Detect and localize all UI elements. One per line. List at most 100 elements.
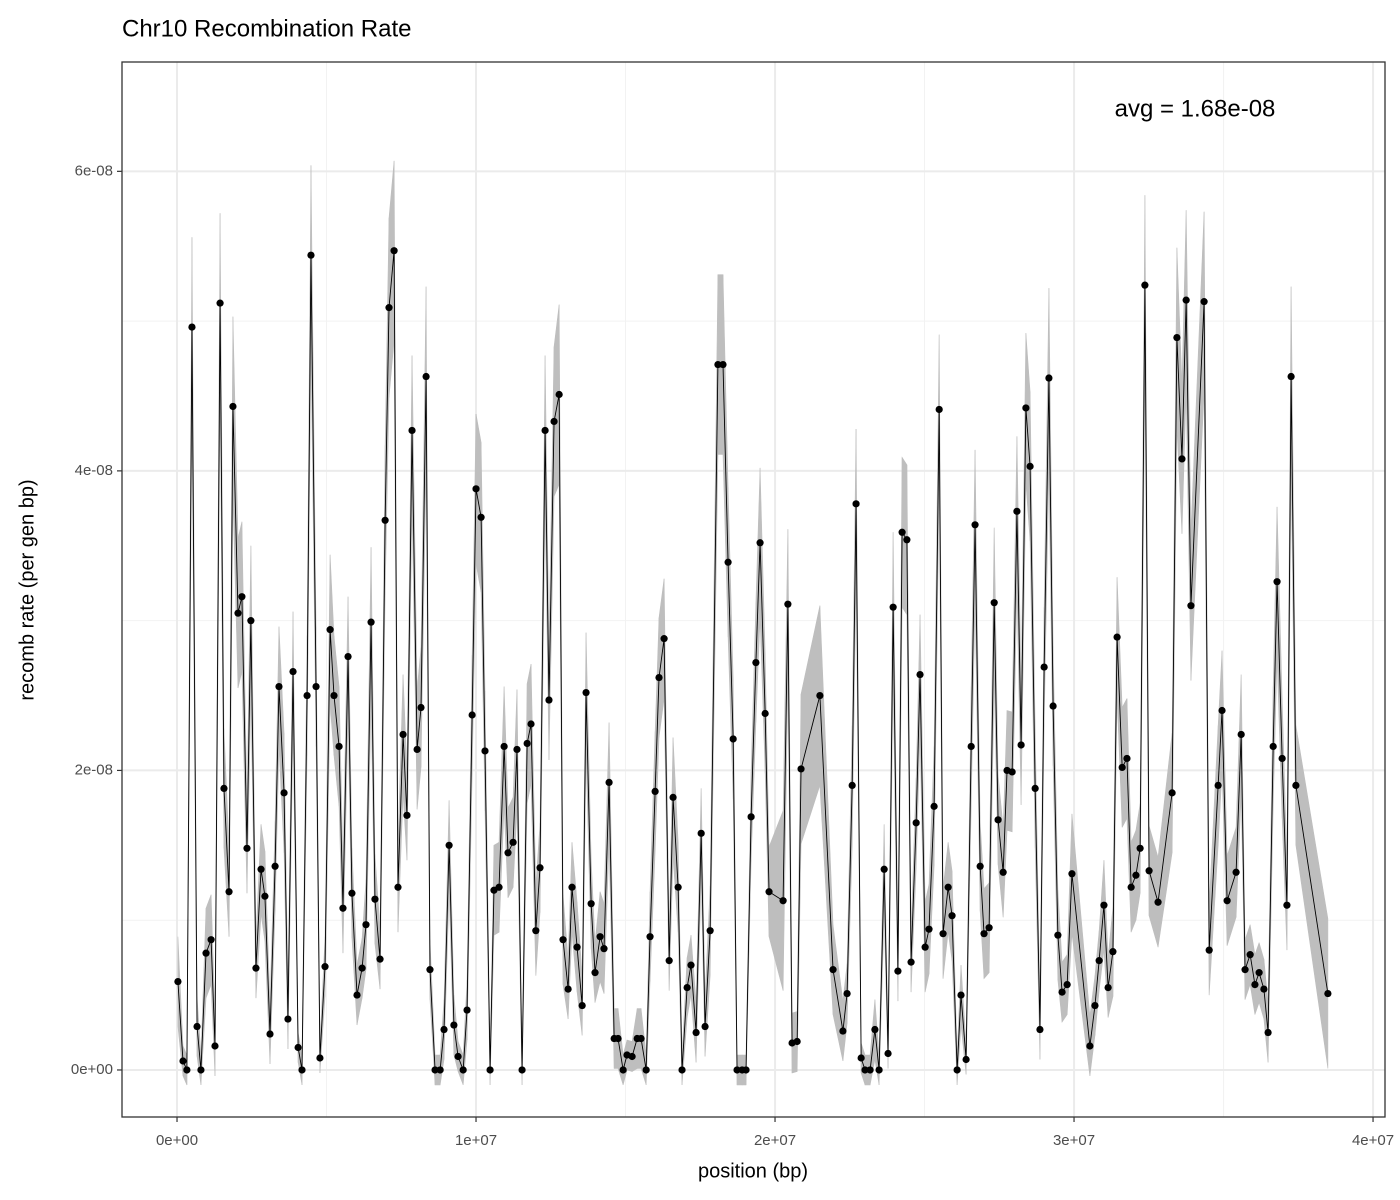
data-point [1013,507,1021,515]
data-point [1241,966,1249,974]
y-tick-label: 4e-08 [75,462,113,479]
data-point [1214,781,1222,790]
data-point [280,789,288,797]
data-point [1218,706,1226,715]
data-point [417,703,425,712]
data-point [1223,897,1231,905]
data-point [344,652,352,661]
data-point [857,1054,865,1062]
data-point [1031,784,1039,792]
data-point [669,793,677,801]
data-point [294,1043,302,1052]
data-point [536,864,544,872]
data-point [289,667,297,676]
data-point [436,1066,444,1074]
data-point [967,742,975,751]
data-point [326,626,334,634]
data-point [1058,988,1066,996]
data-point [1100,901,1108,909]
data-point [298,1066,306,1074]
data-point [948,912,956,920]
data-point [980,930,988,938]
data-point [284,1015,292,1023]
y-tick-label: 0e+00 [71,1061,113,1078]
x-tick-label: 4e+07 [1352,1132,1394,1149]
data-point [1246,951,1254,959]
x-tick-label: 2e+07 [754,1132,796,1149]
data-point [431,1066,439,1074]
data-point [390,247,398,255]
data-point [330,691,338,700]
data-point [1045,374,1053,382]
data-point [683,983,691,992]
data-point [871,1025,879,1034]
data-point [1287,372,1295,381]
data-point [481,747,489,755]
data-point [472,485,480,493]
data-point [202,949,210,957]
data-point [500,742,508,751]
data-point [944,883,952,891]
data-point [188,323,196,331]
data-point [1264,1028,1272,1037]
data-point [1086,1042,1094,1050]
data-point [545,696,553,704]
data-point [797,765,805,773]
data-point [843,989,851,998]
data-point [468,711,476,719]
data-point [994,816,1002,824]
data-point [335,742,343,751]
data-point [564,985,572,993]
data-point [999,868,1007,876]
data-point [376,955,384,963]
x-tick-label: 0e+00 [156,1132,198,1149]
data-point [193,1022,201,1031]
data-point [706,927,714,935]
data-point [541,426,549,435]
data-point [1200,298,1208,306]
data-point [1123,754,1131,763]
data-point [229,402,237,411]
data-point [321,963,329,971]
data-point [1260,985,1268,993]
data-point [939,930,947,938]
data-point [339,904,347,912]
data-point [848,781,856,790]
data-point [1049,702,1057,710]
data-point [697,829,705,837]
data-point [985,924,993,932]
data-point [211,1042,219,1050]
y-tick-label: 6e-08 [75,162,113,179]
data-point [646,933,654,941]
data-point [1145,867,1153,875]
x-axis-label: position (bp) [698,1160,808,1182]
data-point [532,927,540,935]
data-point [234,609,242,617]
data-point [761,709,769,718]
data-point [729,735,737,743]
data-point [225,888,233,896]
data-point [1068,870,1076,878]
data-point [907,958,915,966]
data-point [596,933,604,941]
data-point [651,787,659,795]
data-point [1255,969,1263,977]
data-point [1095,957,1103,965]
data-point [1251,981,1259,989]
data-point [866,1066,874,1074]
data-point [903,536,911,544]
axes: 0e+00 1e+07 2e+07 3e+07 4e+07 0e+00 2e-08 4e-08… [71,162,1394,1149]
data-point [894,967,902,975]
data-point [450,1021,458,1029]
data-point [174,978,182,986]
data-point [1237,730,1245,739]
data-point [303,691,311,700]
data-point [953,1066,961,1074]
data-point [362,921,370,929]
data-point [486,1066,494,1074]
data-point [459,1066,467,1074]
data-point [619,1066,627,1074]
data-point [605,778,613,787]
data-point [568,883,576,891]
